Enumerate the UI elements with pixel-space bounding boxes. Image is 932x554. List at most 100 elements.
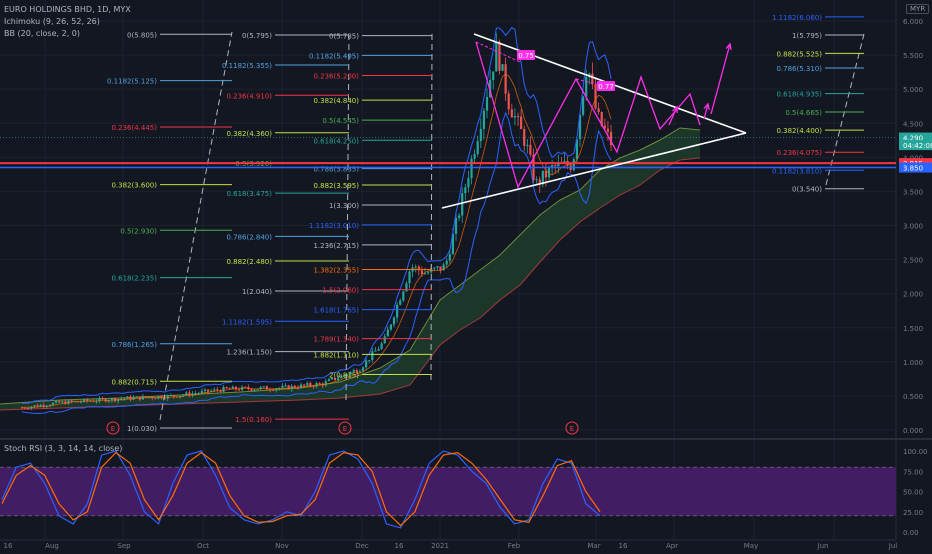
bb-upper bbox=[21, 26, 612, 404]
earnings-circle bbox=[565, 421, 579, 435]
currency-button[interactable]: MYR bbox=[906, 4, 930, 14]
fib-level-label: 0.882(3.595) bbox=[313, 182, 359, 190]
candle-body bbox=[420, 270, 424, 275]
candle-body bbox=[172, 395, 176, 397]
candle-body bbox=[234, 386, 238, 390]
fib-level-label: 0.5(4.545) bbox=[322, 117, 359, 125]
bb-legend: BB (20, close, 2, 0) bbox=[4, 29, 80, 38]
fib-level-label: 1(2.040) bbox=[242, 288, 272, 296]
earnings-marker: E bbox=[338, 421, 352, 435]
candle-body bbox=[396, 304, 399, 318]
fib-level-label: 0(3.540) bbox=[792, 186, 822, 194]
fib-level-label: 0.786(5.310) bbox=[776, 65, 822, 73]
candle-body bbox=[451, 233, 455, 255]
time-axis-tick: May bbox=[744, 542, 758, 550]
candle-body bbox=[365, 360, 368, 368]
candle-body bbox=[225, 386, 228, 389]
candle-body bbox=[572, 159, 575, 171]
candle-body bbox=[600, 112, 603, 126]
candle-body bbox=[64, 401, 67, 405]
time-axis-tick: Mar bbox=[587, 542, 600, 550]
price-tag-text: 04:42:08 bbox=[903, 142, 932, 150]
price-axis-tick: 1.500 bbox=[903, 325, 923, 333]
fib-level-label: 1.1182(6.060) bbox=[772, 14, 822, 22]
rsi-axis-tick: 25.00 bbox=[903, 509, 923, 517]
candle-body bbox=[303, 384, 306, 386]
candle-body bbox=[206, 389, 210, 392]
fib-level-label: 1.382(2.355) bbox=[313, 266, 359, 274]
breakout-arrow-3 bbox=[710, 43, 731, 115]
candle-body bbox=[324, 381, 327, 386]
candle-body bbox=[458, 215, 461, 218]
candle-body bbox=[454, 217, 458, 234]
candle-body bbox=[442, 264, 445, 271]
symbol-title: EURO HOLDINGS BHD, 1D, MYX bbox=[4, 5, 131, 14]
time-axis-tick: Oct bbox=[197, 542, 209, 550]
fib-level-label: 0.882(0.715) bbox=[111, 378, 157, 386]
candle-body bbox=[392, 317, 396, 325]
candle-body bbox=[346, 374, 349, 376]
candle-body bbox=[126, 396, 129, 399]
candle-body bbox=[352, 370, 355, 372]
fib-level-label: 1.236(2.715) bbox=[313, 242, 359, 250]
price-axis-tick: 1.000 bbox=[903, 359, 923, 367]
candle-body bbox=[551, 165, 554, 168]
candle-body bbox=[414, 266, 417, 268]
candle-body bbox=[439, 266, 442, 271]
ichimoku-span-b bbox=[0, 157, 701, 411]
time-axis-tick: Feb bbox=[508, 542, 521, 550]
candle-body bbox=[197, 392, 200, 394]
candle-body bbox=[287, 385, 290, 390]
time-axis-tick: 16 bbox=[4, 542, 13, 550]
fib-level-label: 0.382(4.400) bbox=[776, 127, 822, 135]
candle-body bbox=[20, 407, 24, 409]
price-axis-tick: 2.500 bbox=[903, 257, 923, 265]
candle-body bbox=[535, 179, 538, 181]
fib-set-3: 0(5.785) 0.1182(5.495) 0.236(5.200) 0.382(4… bbox=[309, 33, 433, 381]
candle-body bbox=[61, 401, 64, 403]
candle-body bbox=[219, 390, 222, 392]
candle-body bbox=[340, 375, 343, 379]
time-axis-tick: Sep bbox=[117, 542, 131, 550]
fib-level-label: 0(5.795) bbox=[242, 32, 272, 40]
price-axis-tick: 0.500 bbox=[903, 393, 923, 401]
price-tag-bg bbox=[899, 132, 932, 143]
candle-body bbox=[144, 396, 148, 398]
arrow-head bbox=[703, 102, 710, 111]
candle-body bbox=[529, 144, 532, 155]
candle-body bbox=[408, 271, 411, 284]
ratio-badge-bg bbox=[597, 81, 615, 91]
time-axis-tick: Aug bbox=[45, 542, 59, 550]
fib-trend-line bbox=[159, 31, 233, 421]
candle-body bbox=[492, 71, 495, 80]
fib-level-label: 0.236(5.200) bbox=[313, 73, 359, 81]
candle-body bbox=[423, 273, 427, 275]
candle-body bbox=[606, 128, 610, 132]
candle-body bbox=[597, 108, 600, 113]
fib-level-label: 0.382(3.600) bbox=[111, 182, 157, 190]
candle-body bbox=[334, 377, 337, 381]
candle-body bbox=[361, 367, 365, 372]
earnings-letter: E bbox=[570, 425, 574, 433]
price-tag-text: 4.290 bbox=[903, 135, 923, 143]
fib-level-label: 0.382(4.840) bbox=[313, 97, 359, 105]
candle-body bbox=[479, 129, 482, 142]
rsi-axis-tick: 100.00 bbox=[903, 448, 928, 456]
candle-body bbox=[585, 77, 588, 97]
candle-body bbox=[107, 400, 110, 402]
candle-body bbox=[135, 396, 138, 398]
candle-body bbox=[51, 402, 55, 406]
candle-body bbox=[154, 398, 157, 400]
candle-body bbox=[485, 96, 489, 111]
ratio-line-1 bbox=[475, 41, 521, 63]
fib-level-label: 0.5(2.930) bbox=[120, 227, 157, 235]
candle-body bbox=[117, 399, 120, 402]
breakout-arrow-1 bbox=[668, 106, 678, 126]
fib-level-label: 0.882(5.525) bbox=[776, 50, 822, 58]
candle-body bbox=[523, 129, 526, 146]
candle-body bbox=[58, 401, 61, 403]
stoch-d-line bbox=[1, 451, 601, 527]
fib-level-label: 0(5.805) bbox=[127, 31, 157, 39]
